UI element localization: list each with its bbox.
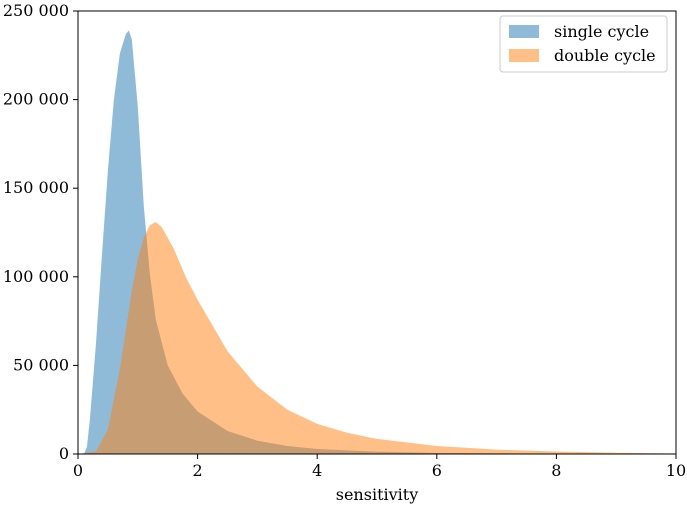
legend-label-1: single cycle xyxy=(554,22,649,41)
x-tick-label: 6 xyxy=(432,461,442,480)
x-tick-label: 8 xyxy=(551,461,561,480)
x-tick-label: 0 xyxy=(73,461,83,480)
y-axis: 0 50 000 100 000 150 000 200 000 250 000 xyxy=(3,1,78,463)
x-tick-label: 4 xyxy=(312,461,322,480)
series-area-2 xyxy=(78,221,676,454)
legend: single cycle double cycle xyxy=(499,15,668,73)
y-tick-label: 250 000 xyxy=(3,1,69,20)
series-areas xyxy=(78,30,676,455)
y-tick-label: 0 xyxy=(59,444,69,463)
x-tick-label: 2 xyxy=(193,461,203,480)
x-axis: 0 2 4 6 8 10 xyxy=(73,454,686,480)
y-tick-label: 100 000 xyxy=(3,267,69,286)
legend-box xyxy=(499,15,668,73)
legend-swatch-2 xyxy=(509,49,539,62)
y-tick-label: 200 000 xyxy=(3,90,69,109)
plot-frame xyxy=(77,10,677,455)
y-tick-label: 150 000 xyxy=(3,178,69,197)
x-tick-label: 10 xyxy=(666,461,686,480)
x-axis-label: sensitivity xyxy=(336,485,418,504)
legend-label-2: double cycle xyxy=(554,46,656,65)
legend-swatch-1 xyxy=(509,25,539,38)
y-tick-label: 50 000 xyxy=(13,355,69,374)
